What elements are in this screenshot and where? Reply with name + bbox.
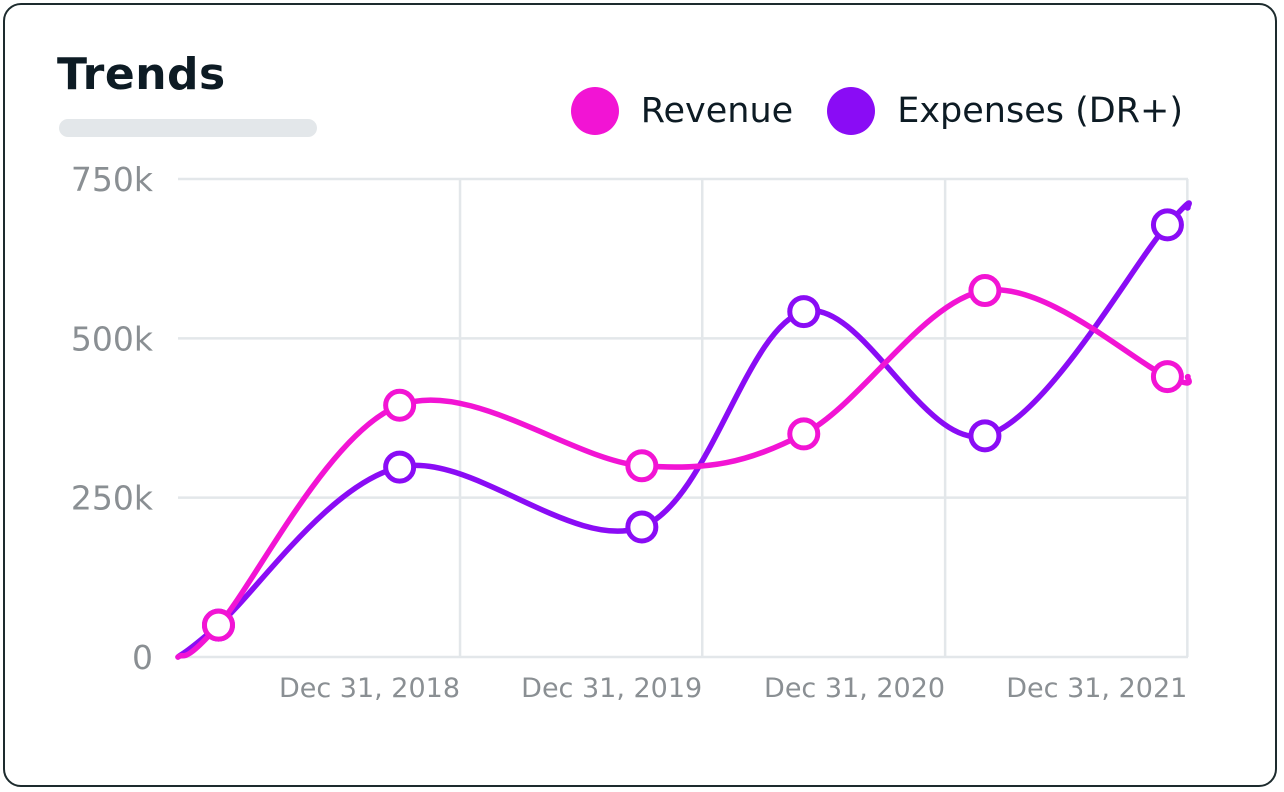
legend-item-revenue[interactable]: Revenue [570,87,794,135]
revenue-point [201,608,235,642]
title-underline [59,119,317,137]
revenue-point [383,388,417,422]
legend-label-revenue: Revenue [640,91,794,131]
x-tick-label: Dec 31, 2020 [764,673,945,704]
y-tick-label: 0 [132,638,153,677]
expenses-line [175,200,1192,660]
y-tick-label: 250k [71,479,154,518]
expenses-point [383,450,417,484]
legend-item-expenses[interactable]: Expenses (DR+) [827,87,1183,135]
card-title: Trends [57,49,226,100]
expenses-point [1150,208,1184,242]
legend-label-expenses: Expenses (DR+) [897,91,1183,131]
y-tick-label: 500k [71,319,154,358]
revenue-point [625,449,659,483]
expenses-point [787,295,821,329]
x-tick-label: Dec 31, 2019 [521,673,702,704]
revenue-line [175,287,1192,660]
legend-swatch-revenue [570,87,619,135]
y-tick-label: 750k [71,160,154,199]
revenue-point [1150,360,1184,394]
revenue-point [787,417,821,451]
legend-swatch-expenses [827,87,876,135]
x-tick-label: Dec 31, 2018 [279,673,460,704]
chart-legend: Revenue Expenses (DR+) [537,87,1183,135]
revenue-point [968,274,1002,308]
expenses-point [625,510,659,544]
x-tick-label: Dec 31, 2021 [1006,673,1187,704]
expenses-point [968,419,1002,453]
